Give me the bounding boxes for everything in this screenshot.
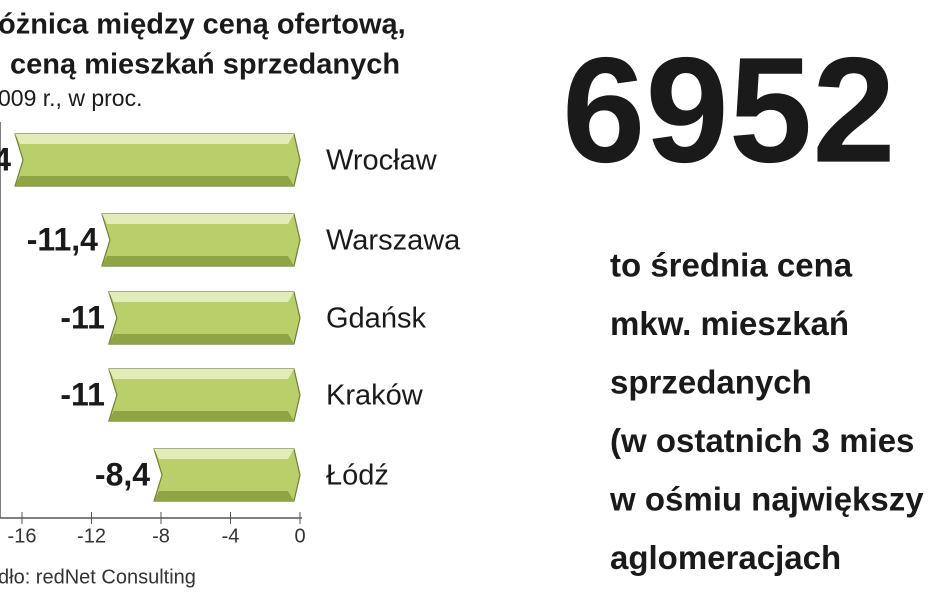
chart-subtitle: 009 r., w proc. [0, 85, 142, 111]
bar-bevel [101, 214, 294, 224]
bar-bevel [154, 491, 294, 501]
x-tick-label: -16 [8, 525, 37, 547]
value-label: -11 [60, 376, 104, 412]
headline-text: sprzedanych [610, 364, 812, 401]
headline-text: to średnia cena [610, 247, 853, 284]
chart-title: óżnica między ceną ofertową, [0, 9, 406, 41]
x-tick-label: -4 [222, 525, 240, 547]
bar-bevel [108, 369, 294, 379]
bar-bevel [101, 256, 294, 266]
value-label: -11,4 [27, 221, 98, 257]
x-tick-label: -8 [152, 525, 170, 547]
value-label: -11 [60, 299, 104, 335]
category-label: Łódź [326, 460, 389, 492]
bar-bevel [15, 176, 295, 186]
chart-title: ceną mieszkań sprzedanych [10, 49, 400, 81]
bar-bevel [108, 334, 294, 344]
bar-bevel [108, 411, 294, 421]
headline-number: 6952 [562, 26, 896, 194]
value-label: -8,4 [95, 456, 150, 492]
source: dło: redNet Consulting [0, 566, 196, 588]
headline-text: (w ostatnich 3 mies [610, 422, 914, 459]
x-tick-label: 0 [294, 525, 305, 547]
category-label: Gdańsk [326, 303, 426, 335]
bar-bevel [154, 449, 294, 459]
headline-text: mkw. mieszkań [610, 305, 849, 342]
bar-bevel [108, 292, 294, 302]
value-label: -16,4 [0, 141, 11, 177]
category-label: Kraków [326, 380, 424, 412]
headline-text: aglomeracjach [610, 539, 841, 576]
headline-text: w ośmiu największy [609, 481, 924, 518]
category-label: Wrocław [326, 145, 438, 177]
bar-bevel [15, 134, 295, 144]
x-tick-label: -12 [77, 525, 106, 547]
category-label: Warszawa [326, 225, 461, 257]
